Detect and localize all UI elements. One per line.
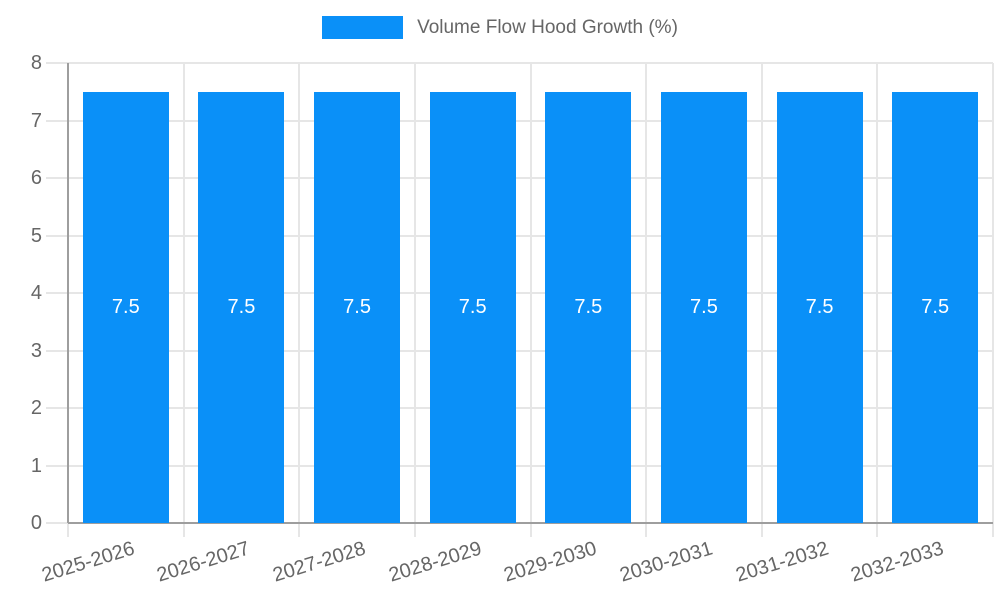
- bar-value-label: 7.5: [227, 295, 256, 318]
- y-tick-mark: [46, 119, 68, 122]
- y-tick-label: 1: [30, 454, 42, 477]
- y-tick-mark: [46, 177, 68, 179]
- x-gridline: [182, 63, 185, 523]
- x-tick-mark: [529, 523, 532, 537]
- y-tick-label: 5: [30, 224, 42, 247]
- x-gridline: [413, 63, 416, 523]
- y-tick-label: 3: [30, 339, 42, 362]
- y-tick-mark: [46, 407, 68, 409]
- y-tick-label: 0: [30, 512, 42, 534]
- x-axis-line: [68, 522, 993, 524]
- bar: 7.5: [776, 91, 863, 523]
- x-tick-mark: [298, 523, 301, 537]
- x-gridline: [992, 63, 994, 523]
- x-gridline: [876, 63, 879, 523]
- y-axis-line: [67, 63, 69, 523]
- x-gridline: [298, 63, 301, 523]
- x-tick-mark: [760, 523, 763, 537]
- y-tick-label: 4: [30, 282, 42, 304]
- x-tick-mark: [413, 523, 416, 537]
- y-tick-mark: [46, 349, 68, 352]
- bar: 7.5: [198, 91, 285, 523]
- y-tick-mark: [46, 292, 68, 294]
- legend-swatch: [322, 16, 404, 39]
- x-tick-mark: [876, 523, 879, 537]
- bar-value-label: 7.5: [574, 295, 603, 318]
- y-tick-label: 2: [30, 397, 42, 419]
- y-tick-mark: [46, 234, 68, 237]
- x-tick-mark: [182, 523, 185, 537]
- y-tick-label: 6: [30, 167, 42, 189]
- bar: 7.5: [82, 91, 169, 523]
- y-tick-mark: [46, 522, 68, 524]
- legend-label: Volume Flow Hood Growth (%): [417, 17, 678, 38]
- bar-value-label: 7.5: [921, 295, 950, 318]
- x-tick-mark: [67, 523, 69, 537]
- bar: 7.5: [545, 91, 632, 523]
- bar-value-label: 7.5: [111, 295, 140, 318]
- bar: 7.5: [429, 91, 516, 523]
- y-tick-label: 7: [30, 109, 42, 132]
- x-gridline: [645, 63, 648, 523]
- chart-legend[interactable]: Volume Flow Hood Growth (%): [0, 16, 1000, 39]
- x-gridline: [760, 63, 763, 523]
- bar: 7.5: [892, 91, 979, 523]
- bar: 7.5: [660, 91, 747, 523]
- bar: 7.5: [314, 91, 401, 523]
- bar-value-label: 7.5: [458, 295, 487, 318]
- y-tick-label: 8: [30, 52, 42, 74]
- x-tick-mark: [645, 523, 648, 537]
- x-tick-mark: [992, 523, 994, 537]
- x-gridline: [529, 63, 532, 523]
- y-tick-mark: [46, 62, 68, 64]
- bar-value-label: 7.5: [343, 295, 371, 318]
- bar-value-label: 7.5: [805, 295, 834, 318]
- y-tick-mark: [46, 464, 68, 467]
- bar-value-label: 7.5: [690, 295, 718, 318]
